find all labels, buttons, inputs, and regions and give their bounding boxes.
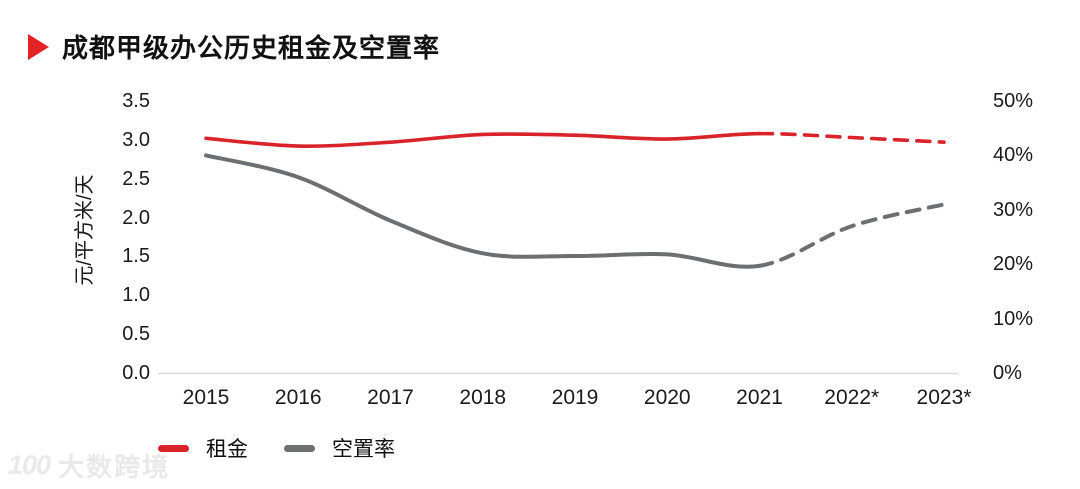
legend-item-rent: 租金 [158,433,248,463]
chart-header: 成都甲级办公历史租金及空置率 [28,28,440,65]
legend-item-vacancy: 空置率 [284,433,395,463]
x-axis-tick: 2019 [551,386,599,409]
legend-swatch-rent [158,444,189,452]
vacancy-line-forecast-dashed [757,202,946,268]
x-axis-tick: 2023* [916,386,972,409]
x-axis-tick: 2018 [459,386,507,409]
right-axis-tick: 30% [993,198,1034,221]
left-axis-tick: 1.0 [122,284,150,307]
left-axis-tick: 2.5 [122,167,150,190]
left-axis-tick: 3.5 [122,90,150,112]
x-axis-tick: 2016 [274,386,322,409]
rent-line-forecast-dashed [757,131,946,144]
right-axis-tick: 0% [993,362,1022,384]
title-marker-icon [28,33,49,60]
legend-label-rent: 租金 [206,438,248,461]
legend-label-vacancy: 空置率 [332,438,395,461]
right-axis-tick: 20% [993,253,1034,276]
legend-swatch-vacancy [284,444,315,452]
chart-legend: 租金 空置率 [158,433,431,463]
vacancy-line-solid [204,153,762,269]
left-axis-tick: 3.0 [122,128,150,151]
x-axis-tick: 2021 [736,386,783,409]
left-axis-tick: 0.5 [122,323,150,346]
x-axis-tick: 2015 [182,386,230,409]
x-axis-tick: 2022* [824,386,880,409]
x-axis-tick: 2020 [643,386,691,409]
series-layer [204,131,946,269]
right-axis-tick: 10% [993,307,1034,330]
rent-line-solid [204,131,762,148]
right-axis-tick: 40% [993,144,1034,167]
watermark: 100 大数跨境 [8,447,170,484]
left-axis-tick: 1.5 [122,245,150,268]
chart-title: 成都甲级办公历史租金及空置率 [62,33,441,63]
left-axis-tick: 2.0 [122,206,150,229]
watermark-text: 大数跨境 [58,452,171,482]
right-axis-tick: 50% [993,90,1034,112]
left-axis-tick: 0.0 [122,362,150,384]
watermark-logo-icon: 100 [8,450,51,480]
x-axis-tick: 2017 [367,386,414,409]
